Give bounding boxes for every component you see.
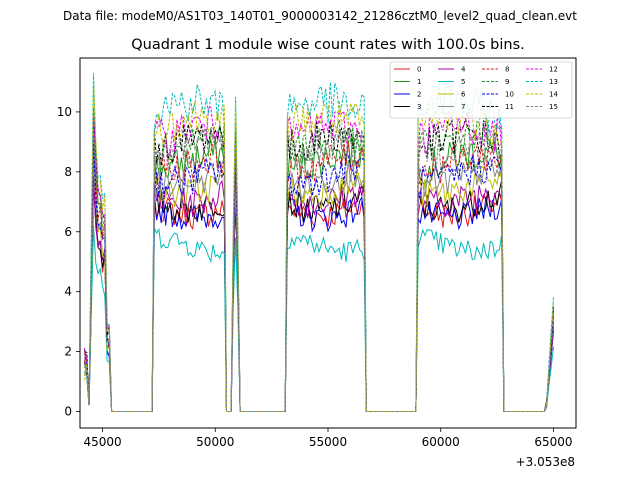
y-axis: 0 2 4 6 8 10	[57, 105, 80, 419]
x-axis: 45000 50000 55000 60000 65000	[83, 428, 573, 449]
legend-label-14: 14	[549, 91, 558, 99]
legend-label-4: 4	[461, 66, 466, 74]
legend-label-7: 7	[461, 103, 465, 111]
series-line-10	[84, 142, 554, 412]
x-tick-label: 45000	[83, 435, 121, 449]
legend-label-11: 11	[505, 103, 514, 111]
legend-label-2: 2	[417, 91, 421, 99]
legend-label-1: 1	[417, 78, 421, 86]
y-tick-label: 2	[64, 345, 72, 359]
series-line-15	[84, 128, 554, 412]
legend-frame	[389, 61, 573, 119]
legend-label-5: 5	[461, 78, 465, 86]
series-line-9	[84, 107, 554, 412]
y-tick-label: 10	[57, 105, 72, 119]
legend-label-6: 6	[461, 91, 466, 99]
legend-label-15: 15	[549, 103, 558, 111]
legend-label-0: 0	[417, 66, 421, 74]
series-layer	[84, 73, 554, 412]
y-tick-label: 4	[64, 285, 72, 299]
y-tick-label: 8	[64, 165, 72, 179]
legend-label-8: 8	[505, 66, 509, 74]
legend-label-10: 10	[505, 91, 514, 99]
series-line-6	[84, 157, 554, 412]
legend-label-9: 9	[505, 78, 509, 86]
series-line-5	[84, 225, 554, 412]
series-line-0	[84, 179, 554, 412]
legend-label-12: 12	[549, 66, 558, 74]
y-tick-label: 6	[64, 225, 72, 239]
chart-suptitle: Data file: modeM0/AS1T03_140T01_90000031…	[63, 9, 577, 23]
x-tick-label: 55000	[309, 435, 347, 449]
legend-label-3: 3	[417, 103, 421, 111]
y-tick-label: 0	[64, 405, 72, 419]
x-offset-label: +3.053e8	[516, 455, 575, 469]
chart-title: Quadrant 1 module wise count rates with …	[131, 37, 525, 53]
x-tick-label: 65000	[534, 435, 572, 449]
series-line-12	[84, 106, 554, 412]
x-tick-label: 50000	[196, 435, 234, 449]
x-tick-label: 60000	[422, 435, 460, 449]
legend-label-13: 13	[549, 78, 558, 86]
